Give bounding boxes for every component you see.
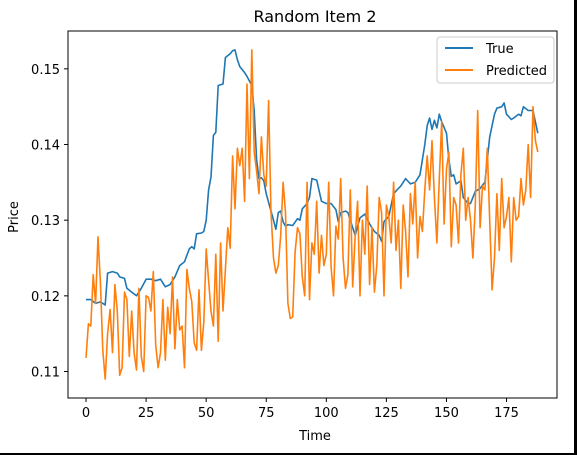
y-axis-label: Price (7, 201, 22, 233)
x-tick-label: 125 (374, 406, 399, 421)
x-axis-label: Time (298, 429, 331, 444)
x-tick-label: 50 (198, 406, 215, 421)
chart-title: Random Item 2 (253, 7, 376, 26)
x-tick-label: 25 (138, 406, 155, 421)
y-tick-label: 0.14 (31, 139, 60, 154)
x-tick-label: 150 (434, 406, 459, 421)
y-tick-label: 0.15 (31, 63, 60, 78)
legend-label-0: True (485, 42, 514, 57)
x-tick-label: 0 (82, 406, 90, 421)
x-tick-label: 75 (258, 406, 275, 421)
legend: True Predicted (437, 37, 554, 83)
x-tick-label: 175 (494, 406, 519, 421)
y-tick-label: 0.12 (31, 290, 60, 305)
y-tick-label: 0.11 (31, 366, 60, 381)
y-tick-label: 0.13 (31, 214, 60, 229)
legend-label-1: Predicted (486, 64, 547, 79)
x-tick-label: 100 (314, 406, 339, 421)
